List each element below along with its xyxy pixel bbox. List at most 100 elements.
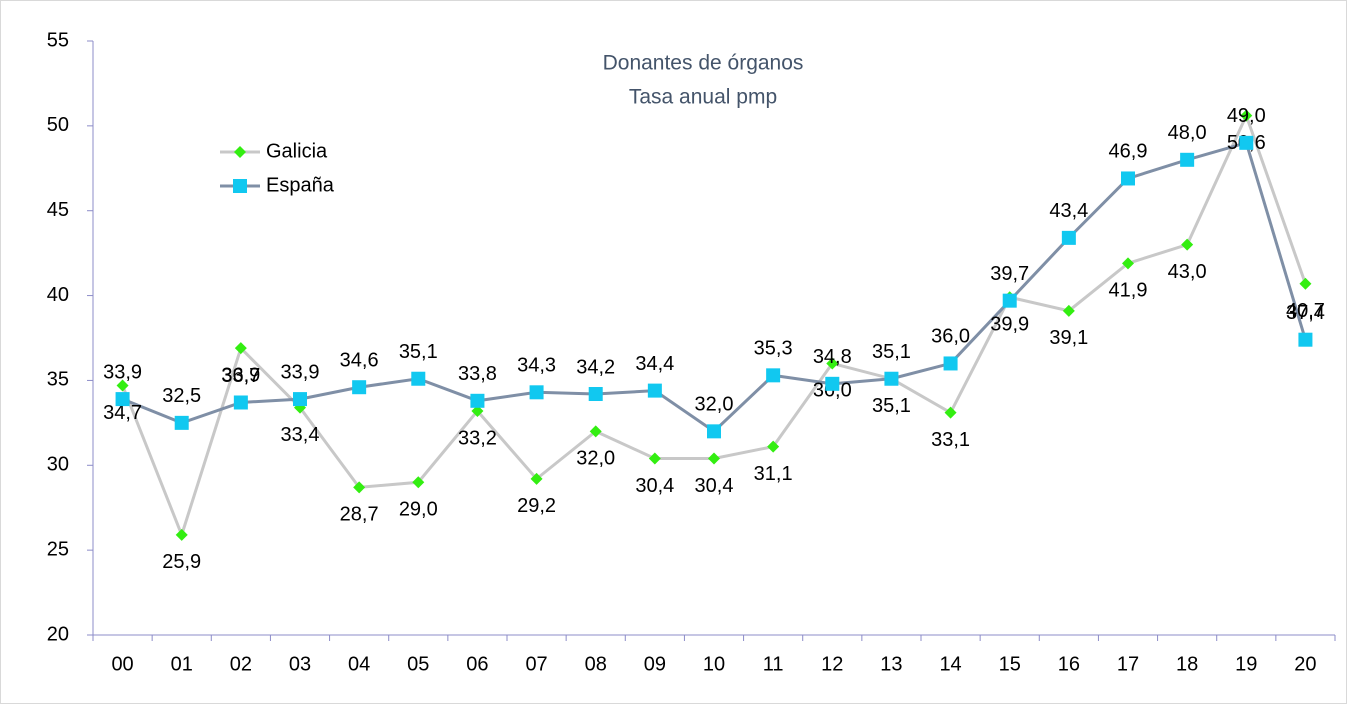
data-point: [589, 425, 602, 438]
data-point: [116, 379, 129, 392]
data-label: 34,3: [517, 355, 556, 377]
data-point: [412, 476, 425, 489]
y-tick-label: 25: [47, 538, 69, 560]
x-tick-label: 20: [1294, 653, 1316, 675]
data-label: 36,9: [221, 364, 260, 386]
legend-marker: [234, 146, 246, 158]
data-point: [1299, 277, 1312, 290]
x-tick-label: 04: [348, 653, 370, 675]
data-point: [115, 392, 130, 407]
data-point: [530, 472, 543, 485]
data-point: [529, 385, 544, 400]
data-point: [1002, 293, 1017, 308]
data-point: [944, 406, 957, 419]
data-point: [1298, 332, 1313, 347]
data-point: [1239, 135, 1254, 150]
x-tick-label: 00: [111, 653, 133, 675]
data-label: 36,0: [931, 326, 970, 348]
y-tick-label: 35: [47, 369, 69, 391]
data-point: [293, 392, 307, 407]
data-label: 39,7: [990, 263, 1029, 285]
data-label: 40,7: [1286, 300, 1325, 322]
data-label: 37,4: [1286, 302, 1325, 324]
data-label: 25,9: [162, 551, 201, 573]
data-label: 34,8: [813, 346, 852, 368]
data-point: [648, 452, 661, 465]
x-tick-label: 08: [585, 653, 607, 675]
data-label: 33,9: [103, 361, 142, 383]
data-label: 41,9: [1109, 280, 1148, 302]
data-label: 28,7: [340, 504, 379, 526]
data-point: [588, 387, 603, 402]
data-point: [825, 376, 840, 391]
data-point: [353, 481, 366, 494]
x-tick-label: 06: [466, 653, 488, 675]
data-point: [1062, 304, 1075, 317]
data-label: 46,9: [1109, 141, 1148, 163]
x-tick-label: 16: [1058, 653, 1080, 675]
x-tick-label: 11: [763, 653, 784, 675]
data-point: [1061, 230, 1076, 245]
data-label: 32,5: [162, 385, 201, 407]
y-tick-label: 55: [47, 29, 69, 51]
data-point: [766, 368, 781, 383]
data-label: 39,9: [990, 314, 1029, 336]
data-label: 39,1: [1049, 327, 1088, 349]
x-tick-label: 10: [703, 653, 725, 675]
data-label: 33,8: [458, 363, 497, 385]
data-point: [233, 395, 248, 410]
legend-label: Galicia: [266, 140, 328, 162]
data-point: [884, 371, 899, 386]
x-tick-label: 19: [1235, 653, 1257, 675]
data-label: 31,1: [754, 463, 793, 485]
data-point: [708, 452, 720, 465]
data-label: 35,1: [872, 395, 911, 417]
x-tick-label: 17: [1117, 653, 1139, 675]
data-point: [234, 342, 247, 355]
y-tick-label: 40: [47, 284, 69, 306]
data-point: [943, 356, 958, 371]
data-point: [1180, 152, 1195, 167]
data-label: 49,0: [1227, 105, 1266, 127]
data-label: 34,4: [635, 353, 674, 375]
legend-marker: [233, 179, 247, 193]
data-label: 30,4: [635, 475, 674, 497]
data-point: [471, 404, 484, 417]
x-tick-label: 03: [289, 653, 311, 675]
data-point: [175, 528, 188, 541]
data-point: [352, 380, 367, 395]
x-tick-label: 09: [644, 653, 666, 675]
data-label: 33,4: [281, 424, 320, 446]
data-label: 35,1: [872, 341, 911, 363]
data-label: 34,2: [576, 356, 615, 378]
data-label: 29,2: [517, 495, 556, 517]
y-tick-label: 50: [47, 114, 69, 136]
data-point: [174, 415, 189, 430]
data-point: [707, 424, 721, 439]
data-label: 33,1: [931, 429, 970, 451]
x-tick-label: 14: [939, 653, 961, 675]
x-tick-label: 15: [999, 653, 1021, 675]
data-point: [1122, 257, 1134, 270]
y-tick-label: 45: [47, 199, 69, 221]
data-point: [1121, 171, 1135, 186]
y-tick-label: 30: [47, 454, 69, 476]
x-tick-label: 07: [525, 653, 547, 675]
data-point: [647, 383, 662, 398]
data-point: [767, 440, 780, 453]
y-tick-label: 20: [47, 623, 69, 645]
data-label: 32,0: [576, 448, 615, 470]
chart-title: Donantes de órganos: [603, 52, 804, 75]
data-point: [411, 371, 426, 386]
data-label: 29,0: [399, 499, 438, 521]
data-label: 33,2: [458, 427, 497, 449]
x-tick-label: 02: [230, 653, 252, 675]
data-point: [470, 393, 485, 408]
x-tick-label: 05: [407, 653, 429, 675]
data-label: 34,7: [103, 402, 142, 424]
data-label: 35,3: [754, 338, 793, 360]
data-label: 30,4: [695, 475, 734, 497]
data-label: 32,0: [695, 394, 734, 416]
